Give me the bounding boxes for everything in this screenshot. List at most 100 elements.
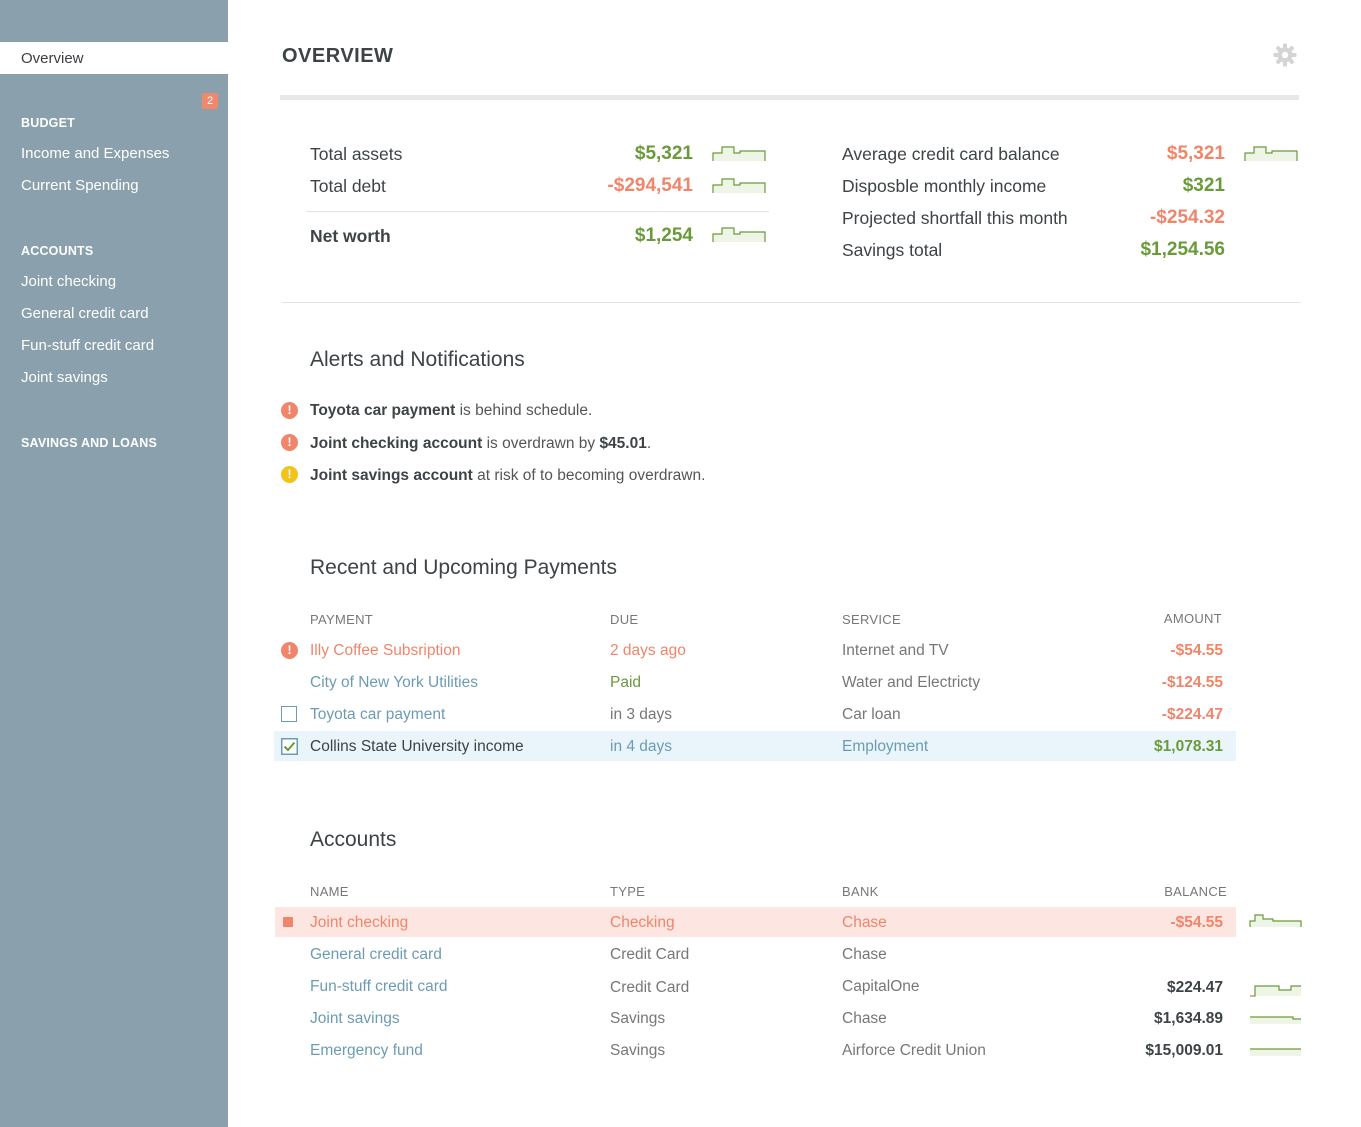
alert-item: Joint savings account at risk of to beco… [310,467,705,485]
sparkline-icon [1244,146,1298,161]
payment-amount: -$124.55 [1161,674,1223,691]
account-bank: CapitalOne [842,978,920,995]
sparkline-icon [1250,1016,1301,1024]
alert-error-icon: ! [281,642,298,659]
alert-subject[interactable]: Joint savings account [310,467,473,484]
stat-label-net-worth: Net worth [310,226,391,246]
account-type: Credit Card [610,946,690,963]
payment-name-link[interactable]: City of New York Utilities [310,674,478,691]
page-title: OVERVIEW [282,45,394,67]
payment-name-link[interactable]: Illy Coffee Subsription [310,642,461,659]
sparkline-icon [1249,914,1302,927]
account-bank: Airforce Credit Union [842,1042,986,1059]
column-header-name: NAME [310,884,349,899]
alert-warning-icon: ! [281,466,298,483]
stat-label-total-debt: Total debt [310,176,386,196]
column-header-due: DUE [610,612,639,627]
alert-error-icon: ! [281,402,298,419]
stat-value-avg-credit-card-balance: $5,321 [1166,143,1225,164]
column-header-service: SERVICE [842,612,901,627]
alert-subject[interactable]: Joint checking account [310,435,483,452]
stat-value-savings-total: $1,254.56 [1140,239,1225,260]
stat-label-avg-credit-card-balance: Average credit card balance [842,144,1060,164]
column-header-type: TYPE [610,884,646,899]
payment-checkbox[interactable] [281,706,297,722]
account-balance: $15,009.01 [1145,1042,1223,1059]
account-name-link[interactable]: Fun-stuff credit card [310,978,448,995]
column-header-bank: BANK [842,884,879,899]
account-type: Checking [610,914,675,931]
payments-title: Recent and Upcoming Payments [310,556,617,579]
stat-label-disposable-income: Disposble monthly income [842,176,1047,196]
stat-label-savings-total: Savings total [842,240,943,260]
stat-value-total-debt: -$294,541 [607,175,693,196]
selected-row-highlight [274,731,1236,761]
sidebar-item-general-credit-card[interactable]: General credit card [21,305,149,322]
account-name-link[interactable]: Emergency fund [310,1042,423,1059]
section-divider [282,302,1301,303]
sidebar-heading-accounts: ACCOUNTS [21,244,94,258]
sidebar-item-fun-stuff-credit-card[interactable]: Fun-stuff credit card [21,337,155,354]
stat-value-total-assets: $5,321 [634,143,693,164]
stat-label-total-assets: Total assets [310,144,403,164]
payment-service: Car loan [842,706,901,723]
payment-name-link[interactable]: Toyota car payment [310,706,446,723]
alert-item: Toyota car payment is behind schedule. [310,402,592,420]
payment-amount: -$54.55 [1170,642,1223,659]
account-bank: Chase [842,914,887,931]
payment-due: Paid [610,674,642,691]
account-name-link[interactable]: Joint checking [310,914,409,931]
payment-service: Water and Electricty [842,674,981,691]
status-indicator [283,917,293,927]
payment-service: Employment [842,738,929,755]
sidebar-item-joint-checking[interactable]: Joint checking [21,273,117,290]
alert-text: is behind schedule. [455,402,593,419]
column-header-balance: BALANCE [1164,884,1227,899]
alert-text: at risk of to becoming overdrawn. [472,467,706,484]
account-type: Savings [610,1010,666,1027]
alerts-title: Alerts and Notifications [310,348,525,371]
sidebar-item-income-expenses[interactable]: Income and Expenses [21,145,170,162]
sidebar: Overview 2 BUDGET Income and Expenses Cu… [0,0,228,1127]
gear-icon[interactable] [1273,43,1297,67]
payment-amount: -$224.47 [1161,706,1223,723]
sidebar-item-overview[interactable]: Overview 2 [0,42,228,109]
account-type: Credit Card [610,979,690,996]
account-balance: $1,634.89 [1154,1010,1223,1027]
payment-service: Internet and TV [842,642,949,659]
account-name-link[interactable]: Joint savings [310,1010,400,1027]
sidebar-item-current-spending[interactable]: Current Spending [21,177,139,194]
alert-item: Joint checking account is overdrawn by $… [310,435,651,453]
alert-amount: $45.01 [599,435,647,452]
title-divider [280,95,1299,100]
overdrawn-row-highlight [275,907,1236,937]
sparkline-icon [712,146,766,161]
alert-text: is overdrawn by [482,435,600,452]
stat-value-disposable-income: $321 [1182,175,1225,196]
stat-value-projected-shortfall: -$254.32 [1149,207,1225,228]
sparkline-icon [712,227,766,242]
payment-name-link[interactable]: Collins State University income [310,738,524,755]
stat-label-projected-shortfall: Projected shortfall this month [842,208,1068,228]
account-balance: -$54.55 [1170,914,1223,931]
divider [306,211,769,212]
sparkline-icon [1250,985,1301,997]
account-name-link[interactable]: General credit card [310,946,442,963]
alert-subject[interactable]: Toyota car payment [310,402,456,419]
alert-error-icon: ! [281,434,298,451]
payment-due: 2 days ago [610,642,686,659]
sidebar-heading-budget: BUDGET [21,116,75,130]
sparkline-icon [712,178,766,193]
account-bank: Chase [842,946,887,963]
sidebar-heading-savings-loans[interactable]: SAVINGS AND LOANS [21,436,158,450]
sidebar-item-joint-savings[interactable]: Joint savings [21,369,108,386]
column-header-amount: AMOUNT [1163,611,1222,626]
account-balance: $224.47 [1166,979,1223,996]
payment-due: in 4 days [610,738,673,755]
column-header-payment: PAYMENT [310,612,374,627]
accounts-title: Accounts [310,828,397,851]
payment-amount: $1,078.31 [1154,738,1223,755]
checked-checkbox-icon[interactable] [281,738,298,755]
account-bank: Chase [842,1010,887,1027]
account-type: Savings [610,1042,666,1059]
